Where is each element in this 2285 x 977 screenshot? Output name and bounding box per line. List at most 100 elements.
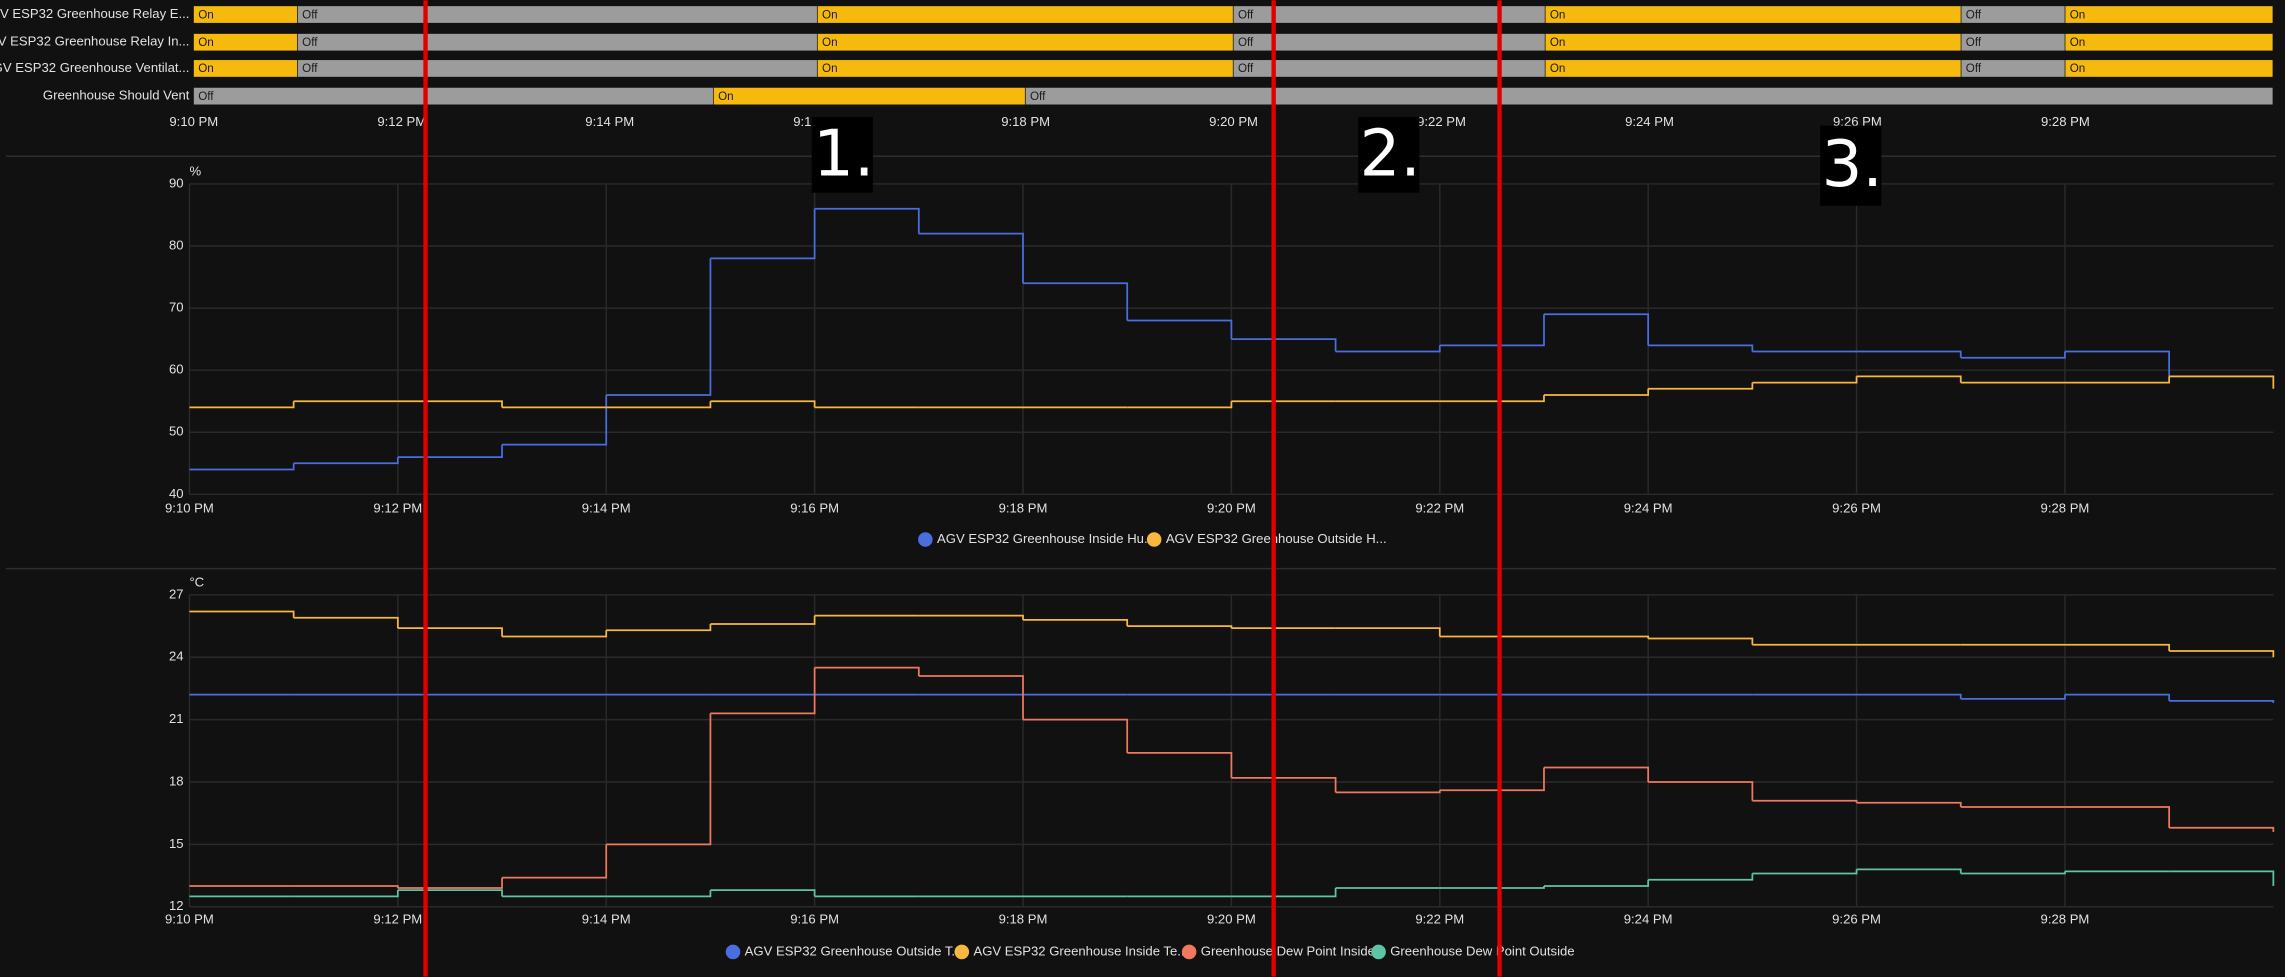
state-segment [297,33,817,51]
annotation-box [811,116,873,193]
legend-label: AGV ESP32 Greenhouse Outside T... [745,943,963,958]
state-segment [2065,33,2273,51]
state-segment [1545,33,1961,51]
unit-label: % [189,164,201,179]
x-tick-label: 9:20 PM [1207,911,1256,926]
line-step [1023,282,1129,321]
x-tick-label: 9:14 PM [582,911,631,926]
line-step [1648,781,1754,801]
x-tick-label: 9:10 PM [165,500,214,515]
line-step [397,627,503,637]
state-segment [1545,6,1961,23]
line-step [1856,375,1962,383]
x-tick-label: 9:26 PM [1832,911,1881,926]
y-tick-label: 24 [169,649,184,664]
state-label: On [1550,62,1566,75]
state-label: Off [1238,8,1254,21]
x-tick-label: 9:10 PM [169,114,218,129]
state-segment [193,87,713,105]
line-step [1856,868,1962,874]
line-step [1335,627,1441,637]
line-step [1335,345,1441,353]
x-tick-label: 9:16 PM [790,500,839,515]
state-segment [2065,6,2273,23]
state-label: On [822,36,838,49]
line-step [502,630,608,638]
legend-label: AGV ESP32 Greenhouse Inside Te... [973,943,1188,958]
state-label: On [718,90,734,103]
line-step [189,401,295,409]
y-tick-label: 90 [169,175,184,190]
line-step [814,666,920,676]
state-segment [1233,33,1545,51]
x-tick-label: 9:18 PM [999,500,1048,515]
line-step [1439,395,1545,403]
line-step [1648,382,1754,390]
x-tick-label: 9:22 PM [1417,114,1466,129]
line-step [1960,351,2066,359]
y-tick-label: 12 [169,898,184,913]
line-step [397,889,503,897]
x-tick-label: 9:24 PM [1625,114,1674,129]
line-step [2064,693,2171,701]
y-tick-label: 21 [169,711,184,726]
state-label: On [1550,36,1566,49]
state-segment [817,33,1233,51]
line-step [1439,767,1545,792]
state-label: Off [1238,62,1254,75]
line-step [710,615,816,625]
state-label: Off [1966,8,1982,21]
legend-label: Greenhouse Dew Point Outside [1390,943,1574,958]
row-label: AGV ESP32 Greenhouse Relay In... [0,34,189,49]
x-tick-label: 9:26 PM [1832,500,1881,515]
line-step [1648,873,1754,881]
annotation: 2. [1360,116,1421,191]
line-step [1127,752,1233,778]
line-step [1960,694,2066,700]
line-step [1856,801,1962,807]
legend-swatch [725,944,741,960]
line-step [606,258,712,396]
line-step [710,889,816,897]
line-step [1231,338,1337,352]
line-step [1127,319,1233,340]
y-tick-label: 50 [169,424,184,439]
x-tick-label: 9:10 PM [165,911,214,926]
x-tick-label: 9:24 PM [1624,911,1673,926]
x-tick-label: 9:14 PM [585,114,634,129]
x-tick-label: 9:28 PM [2041,114,2090,129]
state-label: Off [1238,36,1254,49]
x-tick-label: 9:18 PM [1001,114,1050,129]
line-step [1752,869,1858,875]
line-step [606,401,712,409]
line-step [502,395,608,446]
state-segment [1545,60,1961,77]
x-tick-label: 9:12 PM [373,911,422,926]
line-step [397,877,503,889]
state-label: On [198,62,214,75]
x-tick-label: 9:14 PM [582,500,631,515]
legend-label: Greenhouse Dew Point Inside [1201,943,1375,958]
state-segment [817,60,1233,77]
line-step [397,400,503,408]
state-label: Off [1966,62,1982,75]
line-step [293,890,399,898]
line-step [502,844,608,879]
state-label: Off [1966,36,1982,49]
line-step [918,614,1024,620]
state-label: On [2070,62,2086,75]
line-step [814,207,920,234]
line-step [918,675,1024,720]
row-label: AGV ESP32 Greenhouse Relay E... [0,6,189,21]
legend-swatch [1371,944,1386,960]
line-step [2169,700,2275,703]
state-label: On [198,36,214,49]
line-step [2064,376,2171,384]
state-label: Off [1030,90,1046,103]
x-tick-label: 9:12 PM [373,500,422,515]
line-step [1856,693,1962,699]
line-step [189,463,295,471]
x-tick-label: 9:20 PM [1207,500,1256,515]
row-label: Greenhouse Should Vent [43,88,190,103]
